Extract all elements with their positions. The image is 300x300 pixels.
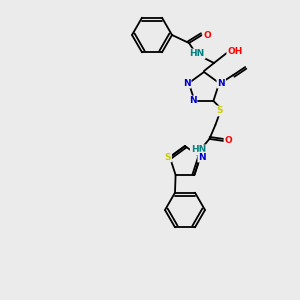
Text: O: O: [224, 136, 232, 146]
Text: N: N: [198, 153, 206, 162]
Text: S: S: [164, 153, 171, 162]
Text: HN: HN: [189, 50, 205, 58]
Text: O: O: [203, 31, 211, 40]
Text: N: N: [183, 79, 190, 88]
Text: N: N: [189, 96, 196, 105]
Text: N: N: [218, 79, 225, 88]
Text: S: S: [216, 106, 223, 116]
Text: HN: HN: [191, 146, 206, 154]
Text: OH: OH: [227, 46, 243, 56]
